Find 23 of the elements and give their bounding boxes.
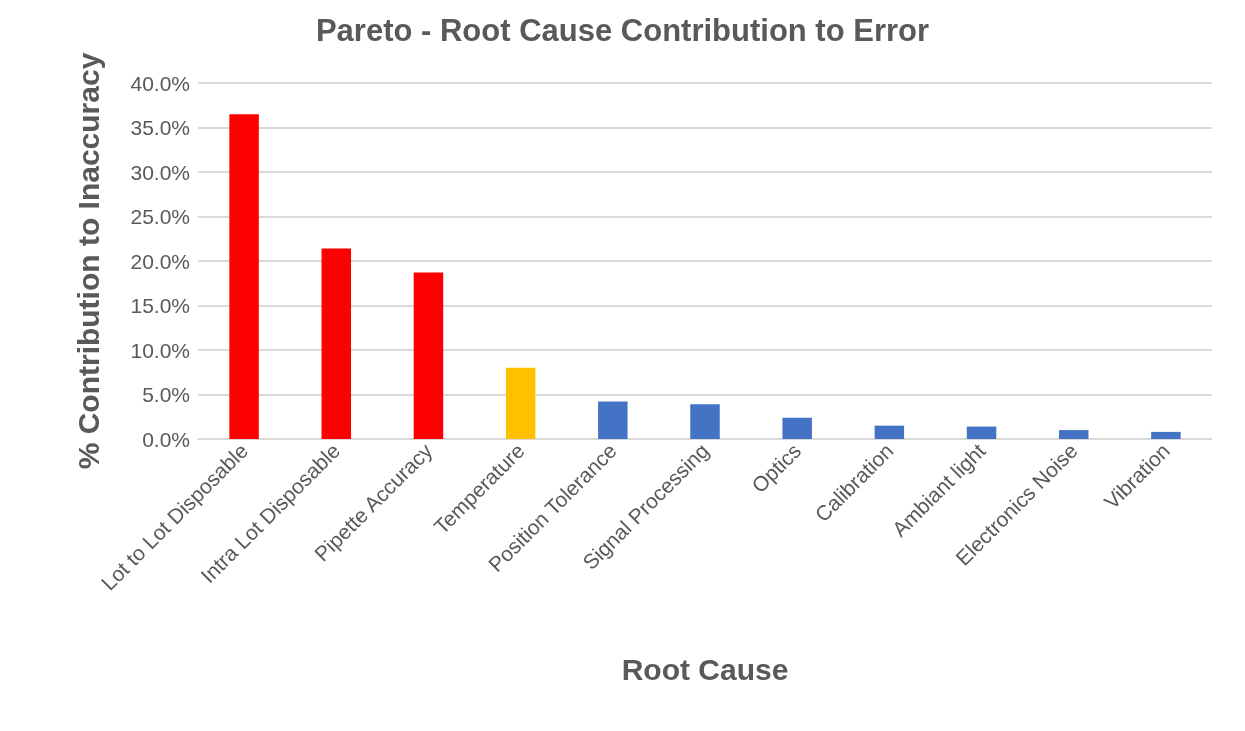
y-tick-label: 15.0% (130, 294, 190, 317)
y-tick-label: 5.0% (142, 383, 190, 406)
bar (874, 425, 905, 439)
bar (690, 404, 720, 439)
bar (782, 417, 812, 439)
bar (1151, 431, 1181, 439)
bar (966, 426, 997, 439)
y-tick-label: 35.0% (130, 116, 190, 139)
chart-title: Pareto - Root Cause Contribution to Error (315, 13, 930, 48)
y-tick-label: 10.0% (130, 338, 190, 362)
bar (229, 114, 259, 439)
y-tick-label: 20.0% (130, 249, 190, 273)
bar (1058, 430, 1089, 439)
y-axis-title: % Contribution to Inaccuracy (71, 52, 105, 470)
x-axis-title: Root Cause (621, 652, 789, 686)
y-tick-label: 25.0% (130, 205, 190, 228)
bar (321, 248, 352, 439)
y-tick-label: 0.0% (142, 427, 190, 451)
bar (598, 401, 628, 439)
y-tick-label: 30.0% (130, 160, 190, 184)
y-tick-label: 40.0% (130, 71, 190, 95)
bar (413, 272, 444, 439)
bar (505, 367, 536, 439)
